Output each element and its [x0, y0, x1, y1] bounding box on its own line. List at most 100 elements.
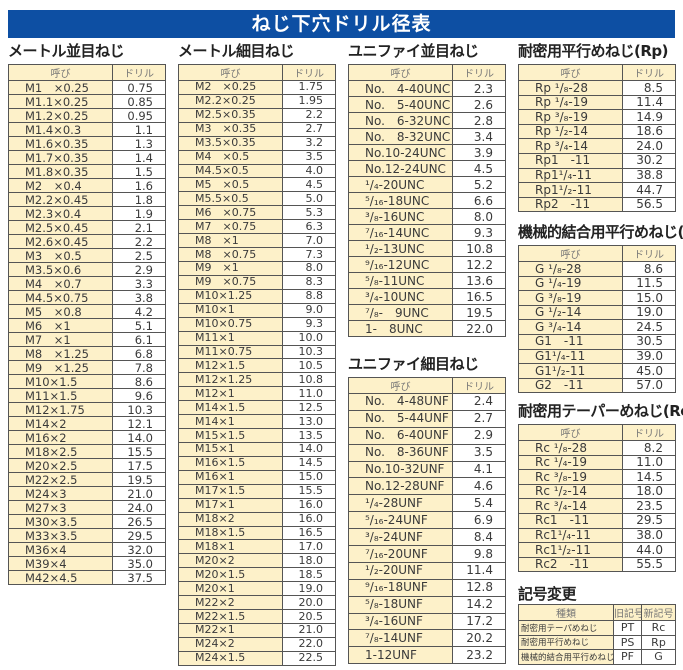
thread-size-cell: Rc ¹/₂-14 — [518, 483, 623, 500]
table-row: Rc1¹/₄-11 38.0 — [518, 527, 676, 544]
drill-size-cell: 2.7 — [452, 409, 506, 428]
drill-size-cell: 2.6 — [452, 96, 506, 113]
drill-size-cell: 10.8 — [452, 240, 506, 257]
table-row: M18×1.5 16.5 — [178, 525, 336, 541]
thread-size-cell: M17×1.5 — [178, 483, 283, 499]
drill-size-cell: 1.5 — [112, 164, 166, 179]
table-row: M11×1.5 9.6 — [8, 388, 166, 403]
new-symbol-cell: Rc — [641, 620, 676, 636]
old-symbol-cell: PS — [613, 634, 642, 650]
drill-size-cell: 8.6 — [622, 261, 676, 277]
table-row: M3.5×0.6 2.9 — [8, 262, 166, 277]
drill-size-cell: 8.5 — [622, 80, 676, 96]
thread-size-cell: M2.5×0.45 — [8, 220, 113, 235]
drill-size-cell: 12.5 — [282, 400, 336, 416]
thread-size-cell: M9 ×1 — [178, 260, 283, 276]
section-heading: ユニファイ並目ねじ — [348, 42, 479, 60]
drill-size-cell: 12.2 — [452, 256, 506, 273]
thread-size-cell: M17×1 — [178, 497, 283, 513]
drill-size-cell: 4.1 — [452, 460, 506, 479]
table-row: M5 ×0.8 4.2 — [8, 304, 166, 319]
thread-size-cell: M24×3 — [8, 486, 113, 501]
drill-size-cell: 32.0 — [112, 542, 166, 557]
drill-size-cell: 37.5 — [112, 570, 166, 585]
thread-size-cell: M3.5×0.35 — [178, 135, 283, 151]
drill-size-cell: 8.4 — [452, 528, 506, 547]
table-row: Rp1¹/₄-11 38.8 — [518, 167, 676, 184]
drill-size-cell: 15.0 — [622, 290, 676, 306]
drill-size-cell: 2.5 — [112, 248, 166, 263]
table-row: M20×1.5 18.5 — [178, 567, 336, 583]
table-row: M33×3.5 29.5 — [8, 528, 166, 543]
drill-size-cell: 5.2 — [452, 176, 506, 193]
thread-size-cell: M2 ×0.25 — [178, 80, 283, 95]
drill-size-cell: 14.0 — [112, 430, 166, 445]
table-row: M14×1 13.0 — [178, 414, 336, 430]
drill-size-cell: 13.6 — [452, 272, 506, 289]
thread-size-cell: ⁹/₁₆-12UNC — [348, 256, 453, 273]
table-row: Rc ¹/₂-14 18.0 — [518, 483, 676, 500]
drill-size-cell: 21.0 — [282, 622, 336, 638]
thread-size-cell: M10×1.5 — [8, 374, 113, 389]
column-header-drill: ドリル — [282, 64, 336, 81]
section-unc: ユニファイ並目ねじ 呼び ドリル No. 4-40UNC 2.3 No. 5-40UNC 2… — [348, 42, 506, 337]
thread-size-cell: M4.5×0.5 — [178, 163, 283, 179]
drill-size-cell: 2.1 — [112, 220, 166, 235]
table-row: G ³/₈-19 15.0 — [518, 290, 676, 306]
drill-table: 呼び ドリル M2 ×0.25 1.75 M2.2×0.25 1.95 M2.5×0.35 2… — [178, 64, 336, 666]
table-row: M18×2.5 15.5 — [8, 444, 166, 459]
drill-size-cell: 38.0 — [622, 527, 676, 544]
thread-size-cell: M1.4×0.3 — [8, 122, 113, 137]
drill-size-cell: 3.5 — [452, 443, 506, 462]
drill-size-cell: 8.8 — [282, 288, 336, 304]
table-row: M5.5×0.5 5.0 — [178, 191, 336, 207]
drill-size-cell: 10.0 — [282, 330, 336, 346]
drill-size-cell: 3.8 — [112, 290, 166, 305]
drill-size-cell: 14.9 — [622, 109, 676, 125]
drill-size-cell: 6.1 — [112, 332, 166, 347]
table-row: M12×1.25 10.8 — [178, 372, 336, 388]
thread-size-cell: M16×2 — [8, 430, 113, 445]
drill-size-cell: 3.3 — [112, 276, 166, 291]
drill-size-cell: 7.8 — [112, 360, 166, 375]
drill-table: 呼び ドリル Rp ¹/₈-28 8.5 Rp ¹/₄-19 11.4 Rp ³/₈-19 1… — [518, 64, 676, 213]
thread-size-cell: No. 4-48UNF — [348, 393, 453, 411]
thread-size-cell: No. 4-40UNC — [348, 80, 453, 97]
table-row: M18×2 16.0 — [178, 511, 336, 527]
section-heading: ユニファイ細目ねじ — [348, 355, 479, 373]
thread-size-cell: M1.6×0.35 — [8, 136, 113, 151]
drill-size-cell: 35.0 — [112, 556, 166, 571]
column-header-new: 新記号 — [641, 604, 676, 621]
drill-size-cell: 10.5 — [282, 358, 336, 374]
thread-size-cell: Rp ³/₄-14 — [518, 138, 623, 154]
thread-size-cell: M12×1 — [178, 386, 283, 402]
drill-table: 呼び ドリル G ¹/₈-28 8.6 G ¹/₄-19 11.5 G ³/₈-19 15.0… — [518, 245, 676, 394]
column-header-drill: ドリル — [452, 64, 506, 81]
table-row: M17×1.5 15.5 — [178, 483, 336, 499]
thread-size-cell: M8 ×1.25 — [8, 346, 113, 361]
table-row: 機械的結合用平行めねじ PF G — [518, 649, 676, 665]
table-row: M1.8×0.35 1.5 — [8, 164, 166, 179]
column-header-name: 呼び — [178, 64, 283, 81]
type-cell: 機械的結合用平行めねじ — [518, 649, 614, 665]
drill-size-cell: 11.0 — [282, 386, 336, 402]
drill-size-cell: 24.5 — [622, 319, 676, 335]
thread-size-cell: No. 8-32UNC — [348, 128, 453, 145]
thread-size-cell: No. 8-36UNF — [348, 443, 453, 462]
drill-size-cell: 15.5 — [112, 444, 166, 459]
thread-size-cell: M2.6×0.45 — [8, 234, 113, 249]
drill-size-cell: 44.0 — [622, 542, 676, 558]
drill-size-cell: 16.0 — [282, 497, 336, 513]
drill-size-cell: 9.3 — [282, 316, 336, 332]
thread-size-cell: M10×1.25 — [178, 288, 283, 304]
thread-size-cell: G ¹/₈-28 — [518, 261, 623, 277]
thread-size-cell: M1.7×0.35 — [8, 150, 113, 165]
drill-size-cell: 2.2 — [282, 107, 336, 123]
type-cell: 耐密用平行めねじ — [518, 634, 614, 650]
thread-size-cell: M18×2 — [178, 511, 283, 527]
drill-size-cell: 24.0 — [112, 500, 166, 515]
table-row: Rp ¹/₈-28 8.5 — [518, 80, 676, 96]
drill-size-cell: 4.5 — [282, 177, 336, 193]
old-symbol-cell: PF — [613, 649, 642, 665]
thread-size-cell: Rp2 -11 — [518, 196, 623, 213]
